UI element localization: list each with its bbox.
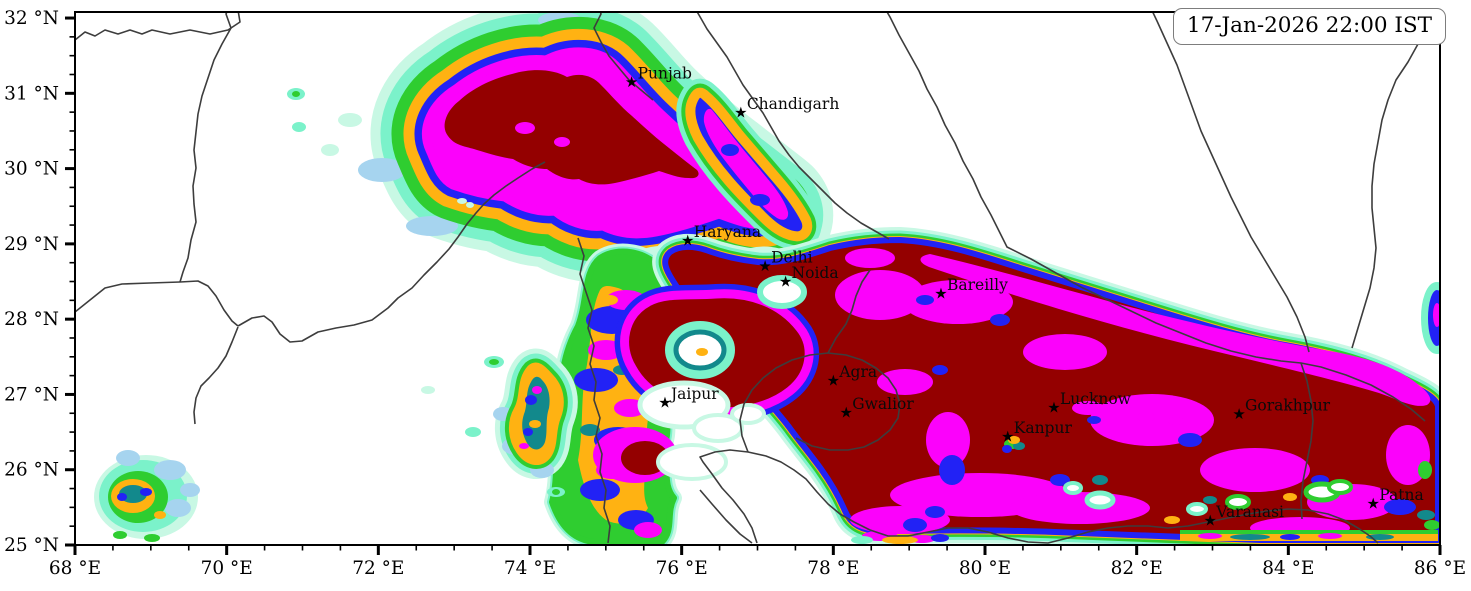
city-label-kanpur: Kanpur [1014,419,1073,437]
x-tick-label: 72 °E [352,558,404,579]
y-tick-label: 31 °N [4,83,59,104]
x-tick-label: 82 °E [1111,558,1163,579]
x-tick-label: 70 °E [201,558,253,579]
y-tick-label: 26 °N [4,460,59,481]
city-label-agra: Agra [838,363,877,381]
star-marker-icon-varanasi: ★ [1203,512,1216,530]
y-tick-label: 25 °N [4,535,59,556]
star-marker-icon-gwalior: ★ [839,403,852,421]
star-marker-icon-haryana: ★ [681,232,694,250]
x-tick-label: 86 °E [1414,558,1466,579]
state-boundary-lines [75,12,1426,544]
city-label-gorakhpur: Gorakhpur [1245,396,1331,414]
star-marker-icon-lucknow: ★ [1047,399,1060,417]
star-marker-icon-gorakhpur: ★ [1232,405,1245,423]
city-markers: ★ Punjab★ Chandigarh★ Haryana★ Delhi★ Noida★ B… [625,64,1424,529]
city-label-haryana: Haryana [694,223,761,241]
city-delhi: ★ Delhi [758,249,812,276]
x-tick-label: 74 °E [504,558,556,579]
city-varanasi: ★ Varanasi [1203,503,1284,530]
x-tick-label: 68 °E [49,558,101,579]
city-label-jaipur: Jaipur [669,385,719,403]
precip-field-layer [94,12,1440,545]
star-marker-icon-punjab: ★ [625,73,638,91]
city-label-noida: Noida [792,264,839,282]
x-tick-label: 80 °E [959,558,1011,579]
city-label-chandigarh: Chandigarh [747,95,840,113]
y-tick-label: 30 °N [4,159,59,180]
y-tick-label: 32 °N [4,8,59,29]
y-tick-label: 29 °N [4,234,59,255]
city-kanpur: ★ Kanpur [1001,419,1072,446]
x-tick-label: 78 °E [807,558,859,579]
timestamp-text: 17-Jan-2026 22:00 IST [1186,13,1432,38]
city-punjab: ★ Punjab [625,64,692,91]
star-marker-icon-agra: ★ [827,372,840,390]
y-tick-label: 27 °N [4,384,59,405]
city-label-punjab: Punjab [638,64,692,82]
star-marker-icon-delhi: ★ [758,257,771,275]
city-label-varanasi: Varanasi [1215,503,1284,521]
star-marker-icon-chandigarh: ★ [734,104,747,122]
city-noida: ★ Noida [779,264,839,291]
city-haryana: ★ Haryana [681,223,761,250]
star-marker-icon-bareilly: ★ [934,284,947,302]
city-bareilly: ★ Bareilly [934,276,1008,303]
star-marker-icon-kanpur: ★ [1001,427,1014,445]
city-label-bareilly: Bareilly [947,276,1008,294]
star-marker-icon-patna: ★ [1367,494,1380,512]
city-agra: ★ Agra [827,363,878,390]
city-jaipur: ★ Jaipur [658,385,719,412]
city-patna: ★ Patna [1367,486,1424,513]
city-label-delhi: Delhi [771,249,813,267]
city-label-gwalior: Gwalior [852,395,914,413]
timestamp-badge: 17-Jan-2026 22:00 IST [1172,8,1446,45]
star-marker-icon-jaipur: ★ [658,393,671,411]
city-gorakhpur: ★ Gorakhpur [1232,396,1330,423]
axis-ticks: 68 °E 70 °E 72 °E 74 °E 76 °E 78 °E 80 °E 82 °E… [4,8,1466,579]
city-chandigarh: ★ Chandigarh [734,95,839,122]
city-lucknow: ★ Lucknow [1047,390,1131,417]
city-label-lucknow: Lucknow [1060,390,1132,408]
city-label-patna: Patna [1379,486,1423,504]
star-marker-icon-noida: ★ [779,272,792,290]
city-gwalior: ★ Gwalior [839,395,914,422]
x-tick-label: 84 °E [1262,558,1314,579]
x-tick-label: 76 °E [656,558,708,579]
y-tick-label: 28 °N [4,309,59,330]
